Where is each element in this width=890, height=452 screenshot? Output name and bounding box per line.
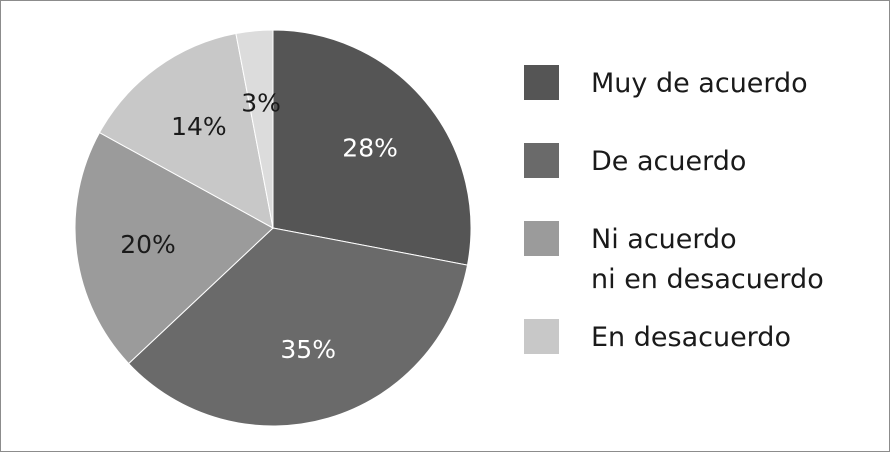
legend-item-1: De acuerdo [524,143,746,178]
pie-slices [74,29,472,427]
pie-slice-3 [98,32,274,229]
legend-label-2: Ni acuerdo ni en desacuerdo [591,224,824,295]
legend-swatch-3 [524,319,559,354]
slice-label-1: 35% [280,335,336,364]
legend-item-2: Ni acuerdo ni en desacuerdo [524,221,824,295]
slice-label-3: 14% [171,112,227,141]
pie-labels: 28% 35% 20% 14% 3% [120,89,398,364]
legend-swatch-1 [524,143,559,178]
slice-label-2: 20% [120,230,176,259]
legend-label-3: En desacuerdo [591,322,791,353]
legend-item-3: En desacuerdo [524,319,791,354]
slice-label-0: 28% [342,134,398,163]
pie-slice-2 [74,131,274,365]
legend-item-0: Muy de acuerdo [524,65,808,100]
legend-swatch-2 [524,221,559,256]
legend: Muy de acuerdo De acuerdo Ni acuerdo ni en … [524,65,824,354]
legend-label-0: Muy de acuerdo [591,68,808,99]
legend-swatch-0 [524,65,559,100]
pie-slice-0 [272,29,472,266]
pie-slice-1 [127,227,469,427]
pie-slice-4 [235,29,274,229]
legend-label-1: De acuerdo [591,146,746,177]
slice-label-4: 3% [241,89,281,118]
